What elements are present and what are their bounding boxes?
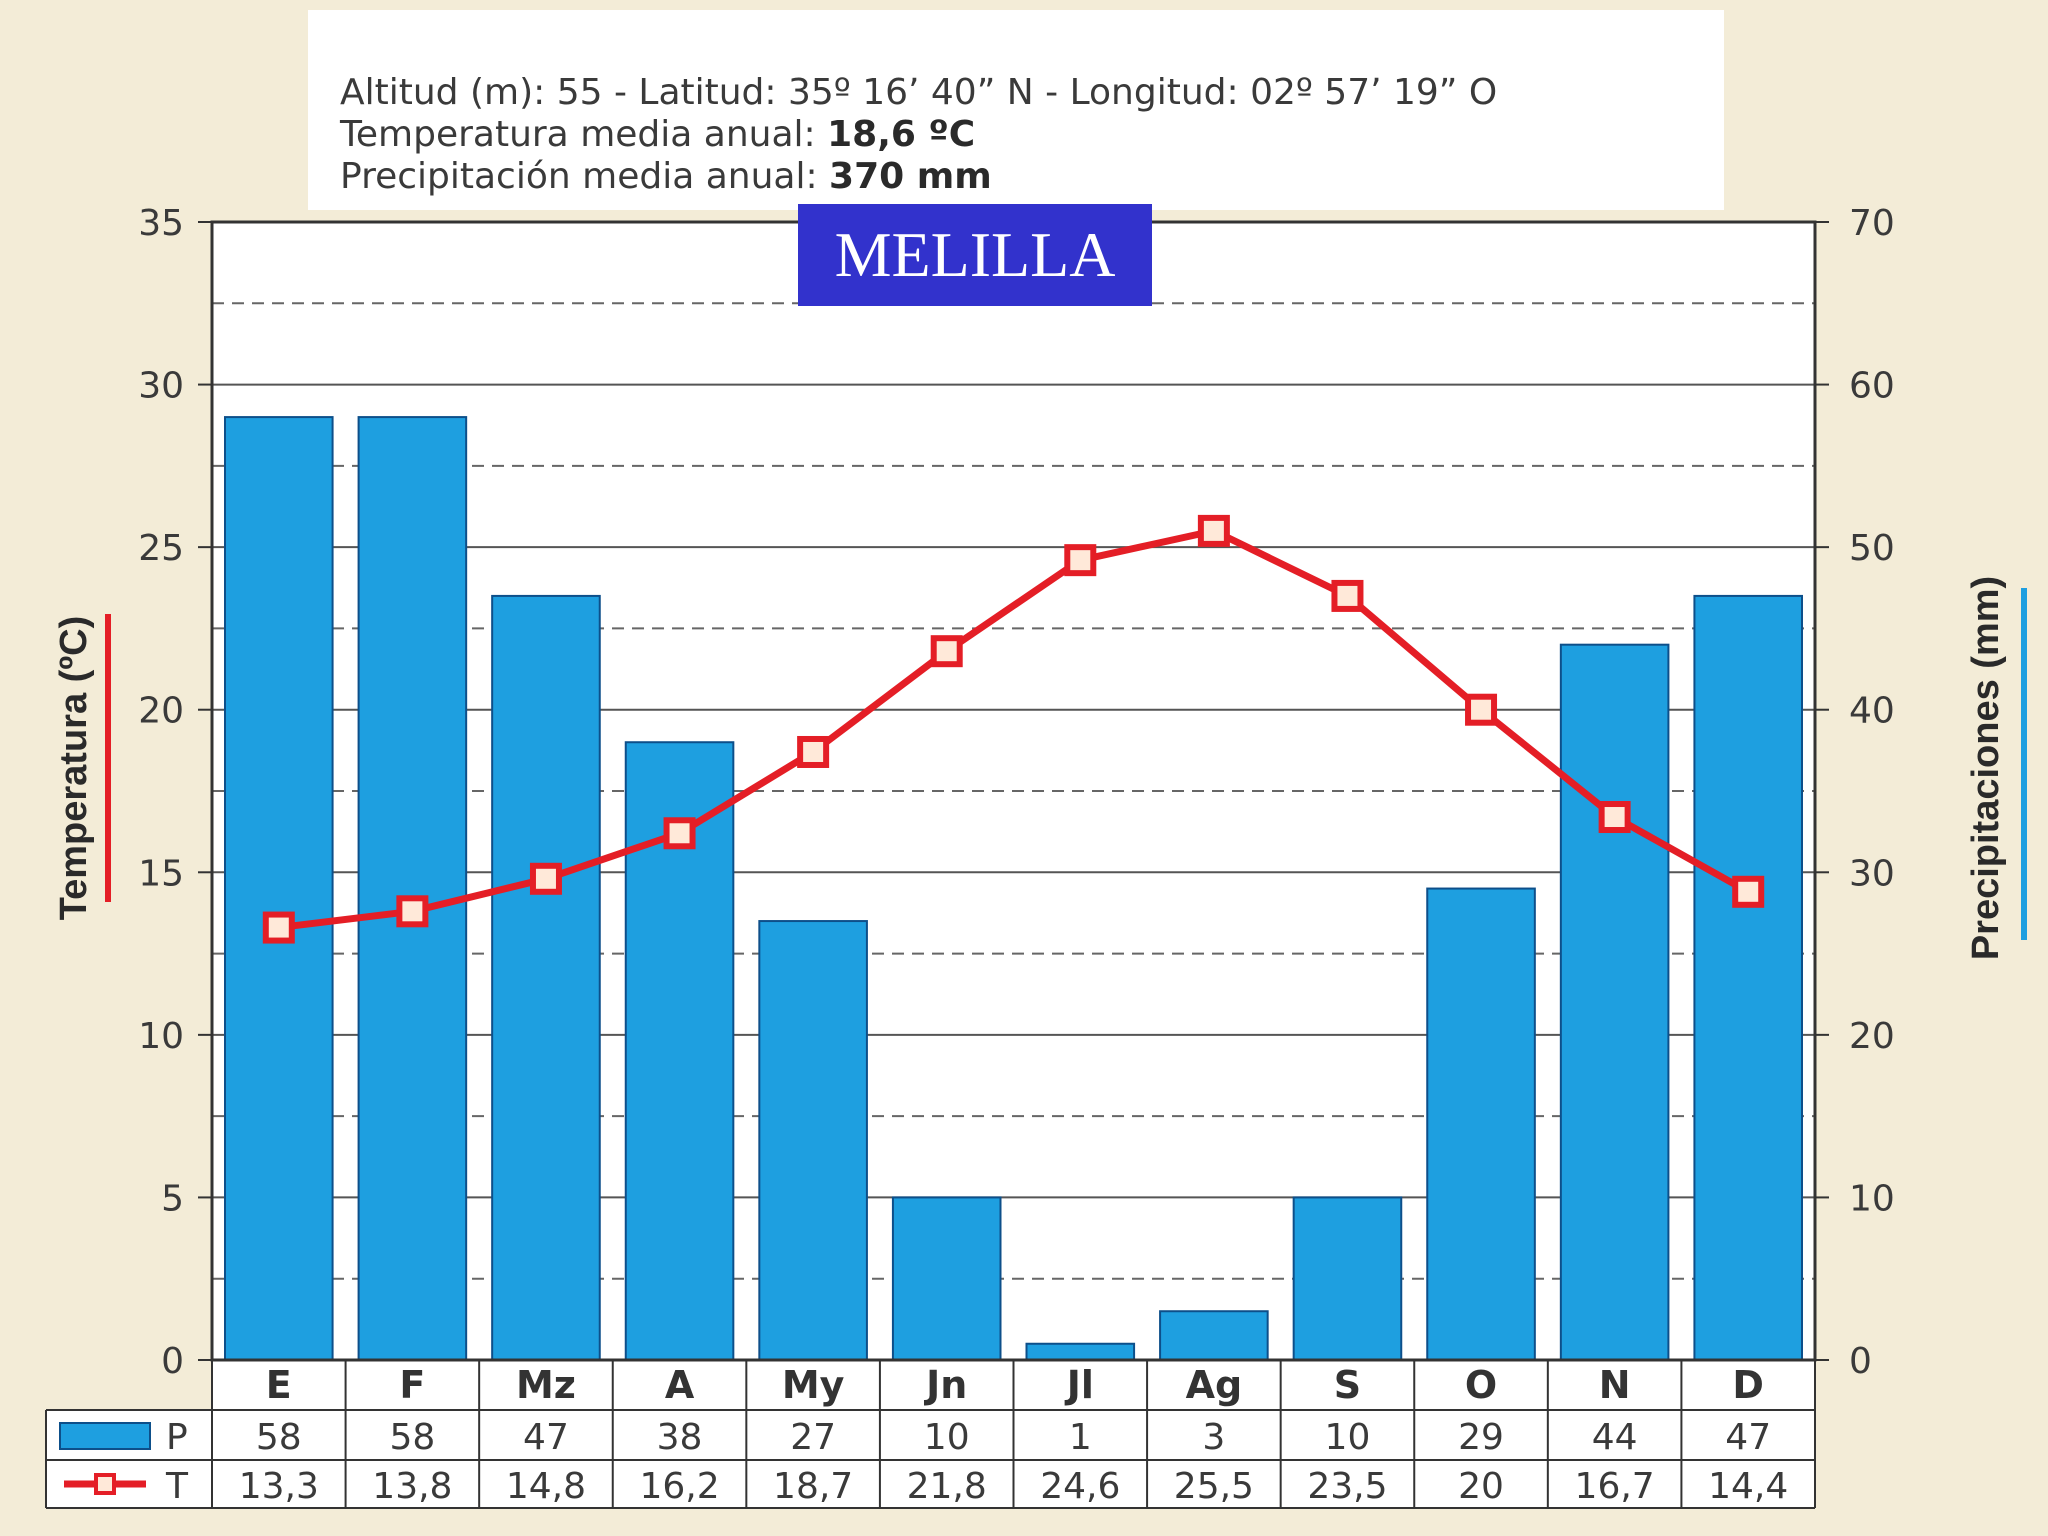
month-label: F xyxy=(399,1363,425,1407)
precipitation-value: 3 xyxy=(1202,1417,1225,1458)
temperature-point xyxy=(930,635,963,668)
temperature-value: 16,7 xyxy=(1575,1466,1655,1507)
right-tick-label: 60 xyxy=(1849,366,1895,407)
legend-precipitation-label: P xyxy=(166,1417,188,1458)
left-tick-label: 25 xyxy=(138,528,184,569)
right-tick-label: 40 xyxy=(1849,691,1895,732)
station-location-line: Altitud (m): 55 - Latitud: 35º 16’ 40” N… xyxy=(340,72,1498,113)
temperature-value: 13,3 xyxy=(239,1466,319,1507)
left-tick-label: 10 xyxy=(138,1016,184,1057)
right-axis-title: Precipitaciones (mm) xyxy=(1965,576,2007,960)
precipitation-value: 10 xyxy=(924,1417,970,1458)
month-label: E xyxy=(266,1363,292,1407)
temperature-value: 23,5 xyxy=(1307,1466,1387,1507)
temperature-value: 25,5 xyxy=(1174,1466,1254,1507)
temperature-point xyxy=(1732,875,1765,908)
left-tick-label: 20 xyxy=(138,691,184,732)
left-tick-label: 30 xyxy=(138,366,184,407)
temperature-value: 20 xyxy=(1458,1466,1504,1507)
annual-temperature-value: 18,6 ºC xyxy=(827,114,976,155)
precipitation-value: 47 xyxy=(1725,1417,1771,1458)
temperature-value: 14,4 xyxy=(1708,1466,1788,1507)
temperature-point xyxy=(1064,544,1097,577)
right-tick-label: 30 xyxy=(1849,853,1895,894)
left-tick-label: 15 xyxy=(138,853,184,894)
precipitation-value: 44 xyxy=(1592,1417,1638,1458)
temperature-point xyxy=(663,817,696,850)
month-label: S xyxy=(1334,1363,1361,1407)
month-label: O xyxy=(1465,1363,1497,1407)
annual-temperature-line: Temperatura media anual: 18,6 ºC xyxy=(340,114,975,155)
month-label: Jn xyxy=(923,1363,967,1407)
temperature-value: 13,8 xyxy=(372,1466,452,1507)
precipitation-value: 47 xyxy=(523,1417,569,1458)
precipitation-bar xyxy=(1693,594,1803,1361)
annual-precipitation-label: Precipitación media anual: xyxy=(340,156,830,197)
month-label: Jl xyxy=(1064,1363,1094,1407)
precipitation-bar xyxy=(1025,1342,1136,1361)
legend-precipitation-swatch xyxy=(59,1422,151,1450)
station-info-box: Altitud (m): 55 - Latitud: 35º 16’ 40” N… xyxy=(308,10,1724,210)
precipitation-bar xyxy=(491,594,601,1361)
temperature-value: 21,8 xyxy=(907,1466,987,1507)
month-label: My xyxy=(782,1363,845,1407)
temperature-value: 16,2 xyxy=(639,1466,719,1507)
chart-title: MELILLA xyxy=(798,204,1152,306)
temperature-point xyxy=(262,911,295,944)
right-tick-label: 50 xyxy=(1849,528,1895,569)
right-tick-label: 70 xyxy=(1849,203,1895,244)
precipitation-bar xyxy=(1426,887,1536,1361)
month-label: N xyxy=(1599,1363,1631,1407)
month-label: Ag xyxy=(1186,1363,1243,1407)
precipitation-value: 1 xyxy=(1069,1417,1092,1458)
temperature-value: 24,6 xyxy=(1040,1466,1120,1507)
precipitation-bar xyxy=(758,920,868,1361)
temperature-point xyxy=(797,735,830,768)
temperature-point xyxy=(1465,693,1498,726)
precipitation-bar xyxy=(1559,643,1670,1361)
annual-precipitation-value: 370 mm xyxy=(829,156,992,197)
left-tick-label: 5 xyxy=(161,1178,184,1219)
temperature-value: 18,7 xyxy=(773,1466,853,1507)
precipitation-bar xyxy=(357,416,468,1362)
month-label: Mz xyxy=(516,1363,576,1407)
temperature-value: 14,8 xyxy=(506,1466,586,1507)
precipitation-value: 10 xyxy=(1325,1417,1371,1458)
right-tick-label: 0 xyxy=(1849,1341,1872,1382)
temperature-point xyxy=(529,862,562,895)
legend-temperature-marker xyxy=(94,1473,116,1495)
legend-temperature-label: T xyxy=(165,1466,189,1507)
temperature-point xyxy=(1197,514,1230,547)
month-label: D xyxy=(1732,1363,1764,1407)
month-label: A xyxy=(665,1363,695,1407)
left-tick-label: 0 xyxy=(161,1341,184,1382)
precipitation-value: 58 xyxy=(256,1417,302,1458)
annual-temperature-label: Temperatura media anual: xyxy=(340,114,828,155)
temperature-line xyxy=(278,527,1750,932)
temperature-point xyxy=(1598,801,1631,834)
precipitation-value: 38 xyxy=(657,1417,703,1458)
precipitation-value: 27 xyxy=(790,1417,836,1458)
precipitation-value: 29 xyxy=(1458,1417,1504,1458)
right-tick-label: 10 xyxy=(1849,1178,1895,1219)
annual-precipitation-line: Precipitación media anual: 370 mm xyxy=(340,156,992,197)
precipitation-bar xyxy=(891,1196,1002,1362)
right-tick-label: 20 xyxy=(1849,1016,1895,1057)
temperature-point xyxy=(396,895,429,928)
precipitation-bar xyxy=(1159,1310,1269,1361)
temperature-point xyxy=(1331,579,1364,612)
precipitation-bar xyxy=(1292,1196,1403,1362)
precipitation-value: 58 xyxy=(389,1417,435,1458)
left-axis-title: Temperatura (ºC) xyxy=(53,616,95,921)
left-tick-label: 35 xyxy=(138,203,184,244)
precipitation-bar xyxy=(224,416,334,1362)
